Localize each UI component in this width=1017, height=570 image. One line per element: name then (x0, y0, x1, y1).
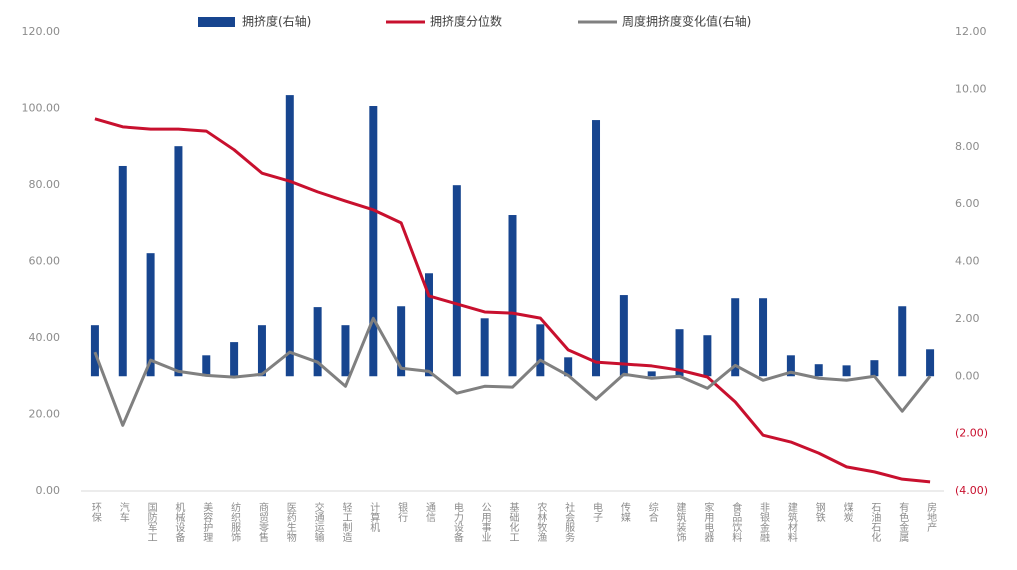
x-tick-label: 电力设备 (451, 501, 463, 543)
x-tick-label: 环保 (89, 502, 101, 523)
bar (90, 325, 99, 377)
bar (731, 298, 740, 377)
x-tick-label: 家用电器 (702, 501, 714, 543)
bar (647, 371, 656, 377)
x-tick-label: 有色金属 (897, 501, 909, 543)
y-tick-label: 100.00 (22, 102, 61, 115)
bar (174, 146, 183, 377)
x-tick-label: 基础化工 (507, 501, 519, 542)
y2-tick-label: 2.00 (955, 312, 980, 325)
x-tick-label: 综合 (646, 501, 658, 523)
x-tick-label: 医药生物 (284, 502, 296, 543)
bar (480, 318, 489, 377)
bar (898, 306, 907, 377)
y2-tick-label: 0.00 (955, 369, 980, 382)
x-tick-label: 房地产 (925, 501, 937, 533)
x-tick-label: 机械设备 (173, 501, 185, 543)
bar (230, 342, 239, 377)
bar (257, 325, 266, 377)
x-tick-label: 公用事业 (479, 502, 491, 542)
bar (675, 329, 684, 377)
legend-label: 周度拥挤度变化值(右轴) (622, 14, 751, 29)
x-tick-label: 电子 (591, 501, 603, 522)
y2-tick-label: 4.00 (955, 255, 980, 268)
x-tick-label: 食品饮料 (730, 501, 742, 543)
y2-tick-label: (4.00) (955, 484, 988, 497)
bar (118, 165, 127, 377)
bar (926, 349, 935, 377)
x-tick-label: 农林牧渔 (535, 501, 547, 543)
x-tick-label: 纺织服饰 (229, 501, 241, 543)
bar (369, 106, 378, 377)
x-tick-label: 商贸零售 (256, 501, 268, 543)
y-tick-label: 40.00 (29, 331, 61, 344)
y-tick-label: 60.00 (29, 255, 61, 268)
bar (452, 185, 461, 377)
bar (424, 273, 433, 377)
bar (786, 355, 795, 377)
x-tick-label: 建筑装饰 (674, 501, 686, 543)
bar (759, 298, 768, 377)
bar (703, 335, 712, 377)
bar (341, 325, 350, 377)
x-tick-label: 国防军工 (145, 502, 157, 542)
bar (870, 360, 879, 377)
y2-tick-label: 8.00 (955, 140, 980, 153)
bar (202, 355, 211, 377)
bar (313, 307, 322, 377)
x-tick-label: 非银金融 (758, 502, 770, 543)
y2-tick-label: 12.00 (955, 25, 987, 38)
y-tick-label: 120.00 (22, 25, 61, 38)
x-tick-label: 社会服务 (563, 501, 575, 543)
bar (842, 365, 851, 377)
x-tick-label: 通信 (423, 502, 435, 523)
bar (592, 120, 601, 377)
x-tick-label: 煤炭 (841, 501, 853, 523)
y-tick-label: 80.00 (29, 178, 61, 191)
y2-tick-label: 6.00 (955, 197, 980, 210)
bar (814, 364, 823, 377)
y-tick-label: 0.00 (36, 484, 61, 497)
line (94, 117, 931, 484)
bar (508, 215, 517, 377)
bar (564, 357, 573, 377)
x-tick-label: 建筑材料 (785, 501, 797, 543)
legend-label: 拥挤度分位数 (430, 14, 502, 29)
y2-tick-label: (2.00) (955, 427, 988, 440)
x-tick-label: 传媒 (618, 502, 630, 523)
line (93, 316, 932, 427)
x-tick-label: 交通运输 (312, 501, 324, 543)
x-tick-label: 汽车 (117, 501, 129, 523)
legend-swatch (198, 17, 235, 27)
y2-tick-label: 10.00 (955, 82, 987, 95)
bar (397, 306, 406, 377)
x-tick-label: 美容护理 (201, 501, 213, 542)
bar (619, 295, 628, 377)
x-tick-label: 计算机 (368, 501, 380, 533)
bar (146, 253, 155, 377)
bar (536, 324, 545, 377)
bar (285, 95, 294, 377)
x-tick-label: 轻工制造 (340, 501, 352, 542)
x-tick-label: 钢铁 (813, 501, 825, 523)
x-tick-label: 银行 (396, 501, 408, 523)
y-tick-label: 20.00 (29, 408, 61, 421)
legend-label: 拥挤度(右轴) (242, 14, 311, 29)
x-tick-label: 石油石化 (869, 502, 881, 542)
